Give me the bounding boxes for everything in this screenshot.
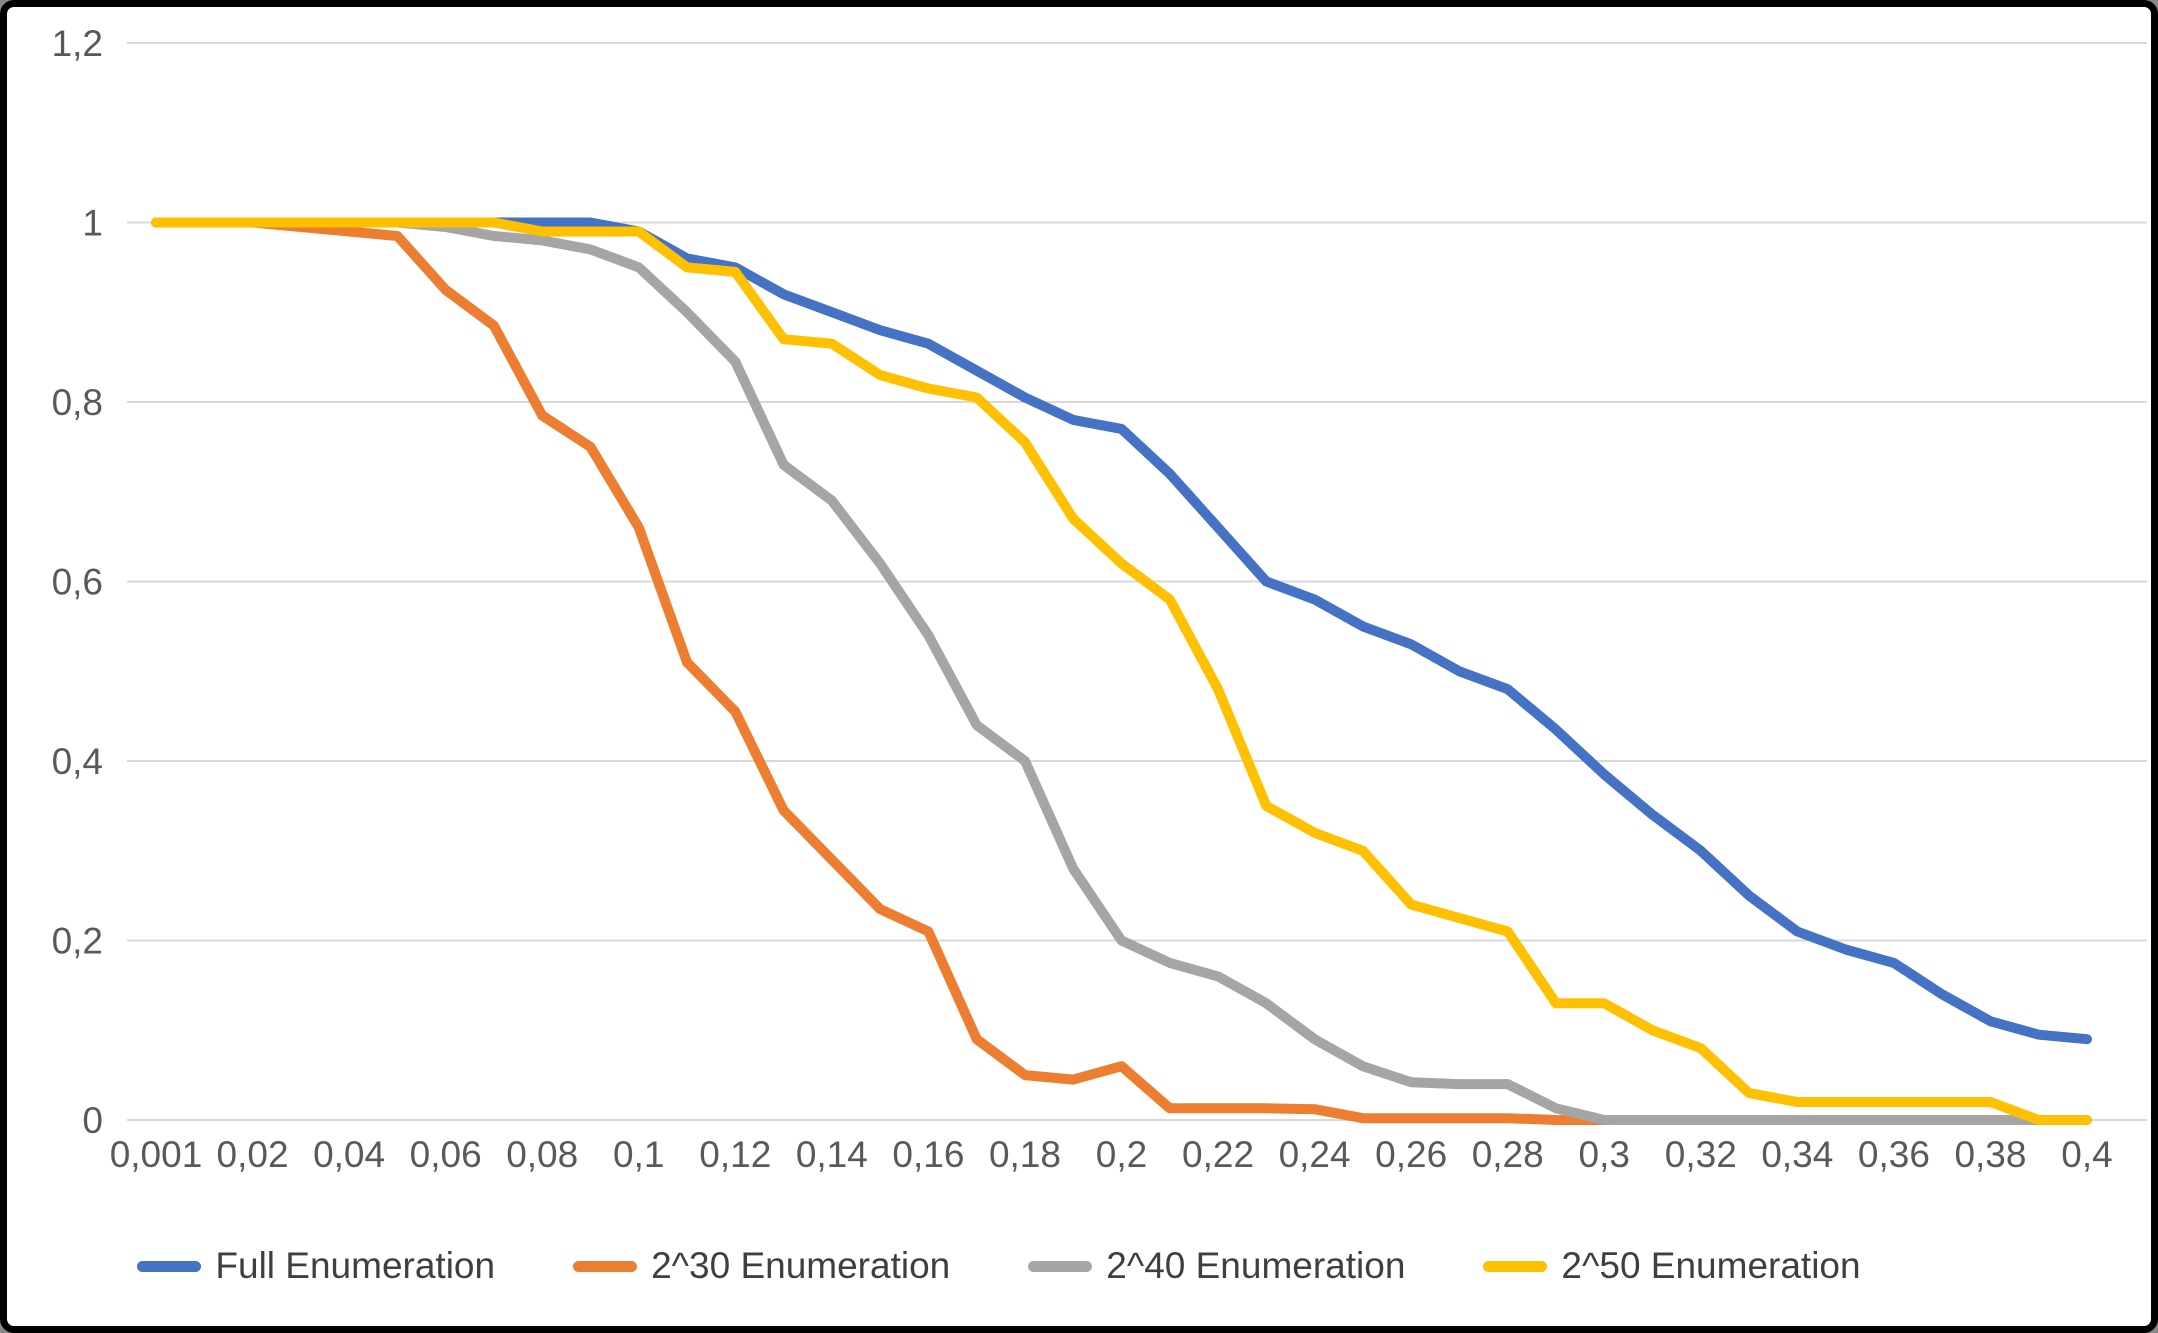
- y-tick-label: 0: [82, 1100, 103, 1141]
- x-tick-label: 0,16: [892, 1134, 964, 1175]
- legend-item-2-40-enumeration: 2^40 Enumeration: [1028, 1245, 1405, 1287]
- y-tick-label: 1: [82, 203, 103, 244]
- series-line-2-40-enumeration: [151, 217, 2092, 1125]
- legend-swatch-2-40-enumeration: [1028, 1260, 1093, 1272]
- data-series-lines: [151, 217, 2092, 1125]
- series-line-full-enumeration: [151, 217, 2092, 1045]
- series-line-2-30-enumeration: [151, 217, 2092, 1125]
- x-tick-label: 0,3: [1579, 1134, 1630, 1175]
- legend: Full Enumeration 2^30 Enumeration 2^40 E…: [7, 1245, 2071, 1287]
- x-tick-label: 0,34: [1761, 1134, 1833, 1175]
- x-tick-label: 0,22: [1182, 1134, 1254, 1175]
- x-tick-label: 0,02: [217, 1134, 289, 1175]
- legend-label: Full Enumeration: [215, 1245, 496, 1286]
- legend-item-full-enumeration: Full Enumeration: [137, 1245, 495, 1287]
- x-tick-label: 0,38: [1954, 1134, 2026, 1175]
- x-tick-label: 0,001: [110, 1134, 203, 1175]
- x-tick-label: 0,08: [506, 1134, 578, 1175]
- y-tick-label: 1,2: [52, 23, 103, 64]
- x-tick-label: 0,06: [410, 1134, 482, 1175]
- x-tick-label: 0,1: [613, 1134, 664, 1175]
- x-tick-label: 0,2: [1096, 1134, 1147, 1175]
- legend-item-2-50-enumeration: 2^50 Enumeration: [1483, 1245, 1861, 1287]
- legend-label: 2^50 Enumeration: [1561, 1245, 1861, 1286]
- legend-swatch-full-enumeration: [137, 1260, 202, 1272]
- x-tick-label: 0,18: [989, 1134, 1061, 1175]
- y-tick-label: 0,8: [52, 382, 103, 423]
- x-tick-label: 0,36: [1858, 1134, 1930, 1175]
- legend-swatch-2-30-enumeration: [573, 1260, 638, 1272]
- x-tick-label: 0,14: [796, 1134, 868, 1175]
- y-tick-label: 0,4: [52, 741, 103, 782]
- gridlines: [127, 42, 2147, 1121]
- x-tick-label: 0,12: [699, 1134, 771, 1175]
- legend-label: 2^40 Enumeration: [1106, 1245, 1406, 1286]
- x-tick-label: 0,32: [1665, 1134, 1737, 1175]
- x-tick-label: 0,26: [1375, 1134, 1447, 1175]
- legend-swatch-2-50-enumeration: [1483, 1260, 1548, 1272]
- x-tick-label: 0,28: [1472, 1134, 1544, 1175]
- x-tick-label: 0,24: [1279, 1134, 1351, 1175]
- y-tick-label: 0,2: [52, 921, 103, 962]
- y-tick-label: 0,6: [52, 562, 103, 603]
- x-tick-label: 0,4: [2061, 1134, 2112, 1175]
- legend-label: 2^30 Enumeration: [651, 1245, 951, 1286]
- x-tick-label: 0,04: [313, 1134, 385, 1175]
- series-line-2-50-enumeration: [151, 217, 2092, 1125]
- line-chart: 00,20,40,60,811,2 0,001 0,02 0,04 0,06 0,08 0…: [52, 23, 2147, 1175]
- y-axis-tick-labels: 0 0,2 0,4 0,6 0,8 1 1,2: [52, 23, 103, 1141]
- x-axis-tick-labels: 0,001 0,02 0,04 0,06 0,08 0,1 0,12 0,14 0,16 0,18…: [110, 1134, 2113, 1175]
- legend-item-2-30-enumeration: 2^30 Enumeration: [573, 1245, 950, 1287]
